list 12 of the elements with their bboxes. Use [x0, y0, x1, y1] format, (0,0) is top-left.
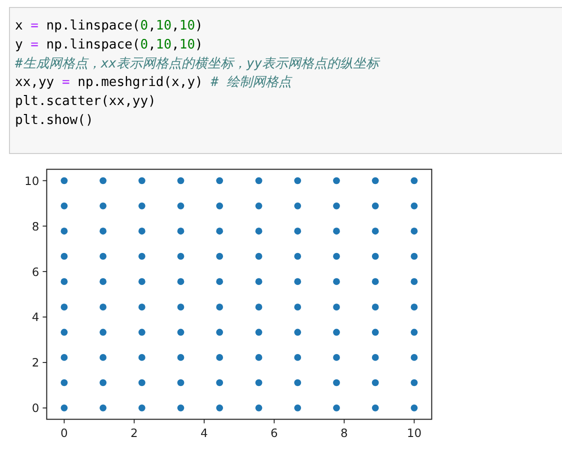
ytick-label: 10 [24, 174, 40, 188]
xtick-label: 2 [130, 426, 138, 440]
xtick-label: 4 [200, 426, 208, 440]
xtick-label: 6 [270, 426, 278, 440]
ytick-label: 4 [32, 310, 40, 324]
ytick-label: 2 [32, 356, 40, 370]
ytick-label: 6 [32, 264, 40, 279]
ytick-label: 0 [32, 401, 40, 416]
xtick-label: 8 [340, 426, 348, 440]
ytick-label: 8 [32, 219, 40, 234]
xtick-label: 0 [60, 426, 68, 440]
xtick-label: 10 [406, 426, 422, 440]
